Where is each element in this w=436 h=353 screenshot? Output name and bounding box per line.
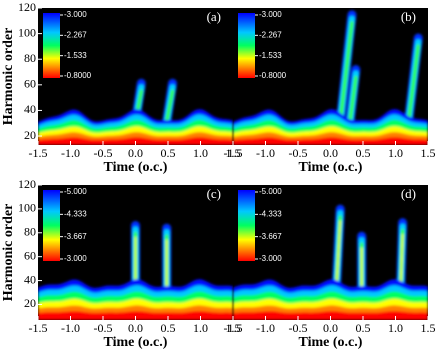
x-tick-label: -1.5	[29, 321, 48, 335]
y-axis-label: Harmonic order	[1, 28, 16, 126]
x-tick-label: 0.0	[128, 146, 143, 160]
colorbar-label: -1.533	[259, 51, 282, 60]
y-tick-label: 120	[18, 0, 36, 14]
x-axis-label: Time (o.c.)	[104, 335, 168, 350]
colorbar-label: -4.333	[64, 209, 87, 218]
y-tick-label: 100	[18, 25, 36, 39]
colorbar-label: -0.8000	[259, 71, 287, 80]
x-tick-label: 1.5	[226, 321, 241, 335]
colorbar-label: -3.000	[259, 10, 282, 19]
plateau-band	[233, 311, 428, 320]
y-tick-label: 60	[24, 248, 36, 262]
x-tick-label: -0.5	[94, 146, 113, 160]
colorbar-label: -0.8000	[64, 71, 92, 80]
x-tick-label: -1.0	[61, 146, 80, 160]
x-tick-label: -1.5	[224, 146, 243, 160]
heatmap-texture	[233, 10, 428, 145]
harmonic-spike	[348, 75, 358, 124]
x-tick-label: 0.5	[161, 146, 176, 160]
x-tick-label: 1.0	[193, 321, 208, 335]
colorbar	[43, 13, 60, 78]
x-tick-label: -1.0	[256, 321, 275, 335]
y-tick-label: 120	[18, 177, 36, 191]
panel: -3.000 -2.267 -1.533 -0.8000 (b) -1.5 -1.0 -0.5…	[224, 8, 436, 175]
harmonic-spike	[335, 220, 341, 289]
colorbar-label: -3.000	[64, 254, 87, 263]
colorbar	[238, 13, 255, 78]
colorbar-label: -4.333	[259, 209, 282, 218]
x-tick-label: 1.0	[388, 146, 403, 160]
x-tick-label: 0.5	[356, 146, 371, 160]
x-tick-label: 0.0	[323, 146, 338, 160]
panel-label: (c)	[207, 186, 221, 201]
y-tick-label: 60	[24, 77, 36, 91]
harmonic-spike	[338, 21, 354, 124]
panel-label: (a)	[207, 9, 221, 24]
y-tick-label: 20	[24, 296, 36, 310]
colorbar-label: -1.533	[64, 51, 87, 60]
y-tick-label: 100	[18, 201, 36, 215]
plateau-band	[38, 311, 233, 320]
y-tick-label: 80	[24, 225, 36, 239]
x-tick-label: 1.5	[421, 321, 436, 335]
colorbar-label: -3.000	[259, 254, 282, 263]
colorbar-label: -3.000	[64, 10, 87, 19]
x-tick-label: -1.0	[256, 146, 275, 160]
y-tick-label: 40	[24, 272, 36, 286]
x-tick-label: 0.5	[356, 321, 371, 335]
panel: -5.000 -4.333 -3.667 -3.000 (c) -1.5 -1.0 -0.5 0…	[1, 177, 240, 350]
y-tick-label: 20	[24, 128, 36, 142]
x-tick-label: 1.5	[226, 146, 241, 160]
colorbar	[43, 190, 60, 261]
x-tick-label: -1.5	[224, 321, 243, 335]
colorbar-label: -3.667	[259, 232, 282, 241]
harmonic-spike	[399, 234, 404, 289]
panel-label: (b)	[401, 9, 416, 24]
x-tick-label: 0.0	[128, 321, 143, 335]
panel: -5.000 -4.333 -3.667 -3.000 (d) -1.5 -1.0 -0.5 0…	[224, 185, 436, 350]
y-axis-label: Harmonic order	[1, 204, 16, 302]
y-tick-label: 40	[24, 102, 36, 116]
x-tick-label: -0.5	[289, 146, 308, 160]
harmonic-spike	[164, 89, 175, 124]
panel: -3.000 -2.267 -1.533 -0.8000 (a) -1.5 -1.0 -0.5…	[1, 0, 240, 175]
colorbar-label: -3.667	[64, 232, 87, 241]
panel-label: (d)	[401, 186, 416, 201]
x-axis-label: Time (o.c.)	[299, 160, 363, 175]
colorbar	[238, 190, 255, 261]
harmonic-spike	[406, 44, 420, 124]
x-tick-label: 1.5	[421, 146, 436, 160]
x-tick-label: -0.5	[289, 321, 308, 335]
x-tick-label: -1.5	[29, 146, 48, 160]
x-tick-label: 1.0	[193, 146, 208, 160]
x-tick-label: -0.5	[94, 321, 113, 335]
colorbar-label: -2.267	[64, 30, 87, 39]
colorbar-label: -2.267	[259, 30, 282, 39]
colorbar-label: -5.000	[259, 187, 282, 196]
heatmap-texture	[38, 221, 233, 320]
colorbar-label: -5.000	[64, 187, 87, 196]
x-axis-label: Time (o.c.)	[104, 160, 168, 175]
x-tick-label: 1.0	[388, 321, 403, 335]
x-tick-label: 0.5	[161, 321, 176, 335]
x-axis-label: Time (o.c.)	[299, 335, 363, 350]
x-tick-label: -1.0	[61, 321, 80, 335]
x-tick-label: 0.0	[323, 321, 338, 335]
y-tick-label: 80	[24, 51, 36, 65]
heatmap-texture	[233, 204, 428, 320]
